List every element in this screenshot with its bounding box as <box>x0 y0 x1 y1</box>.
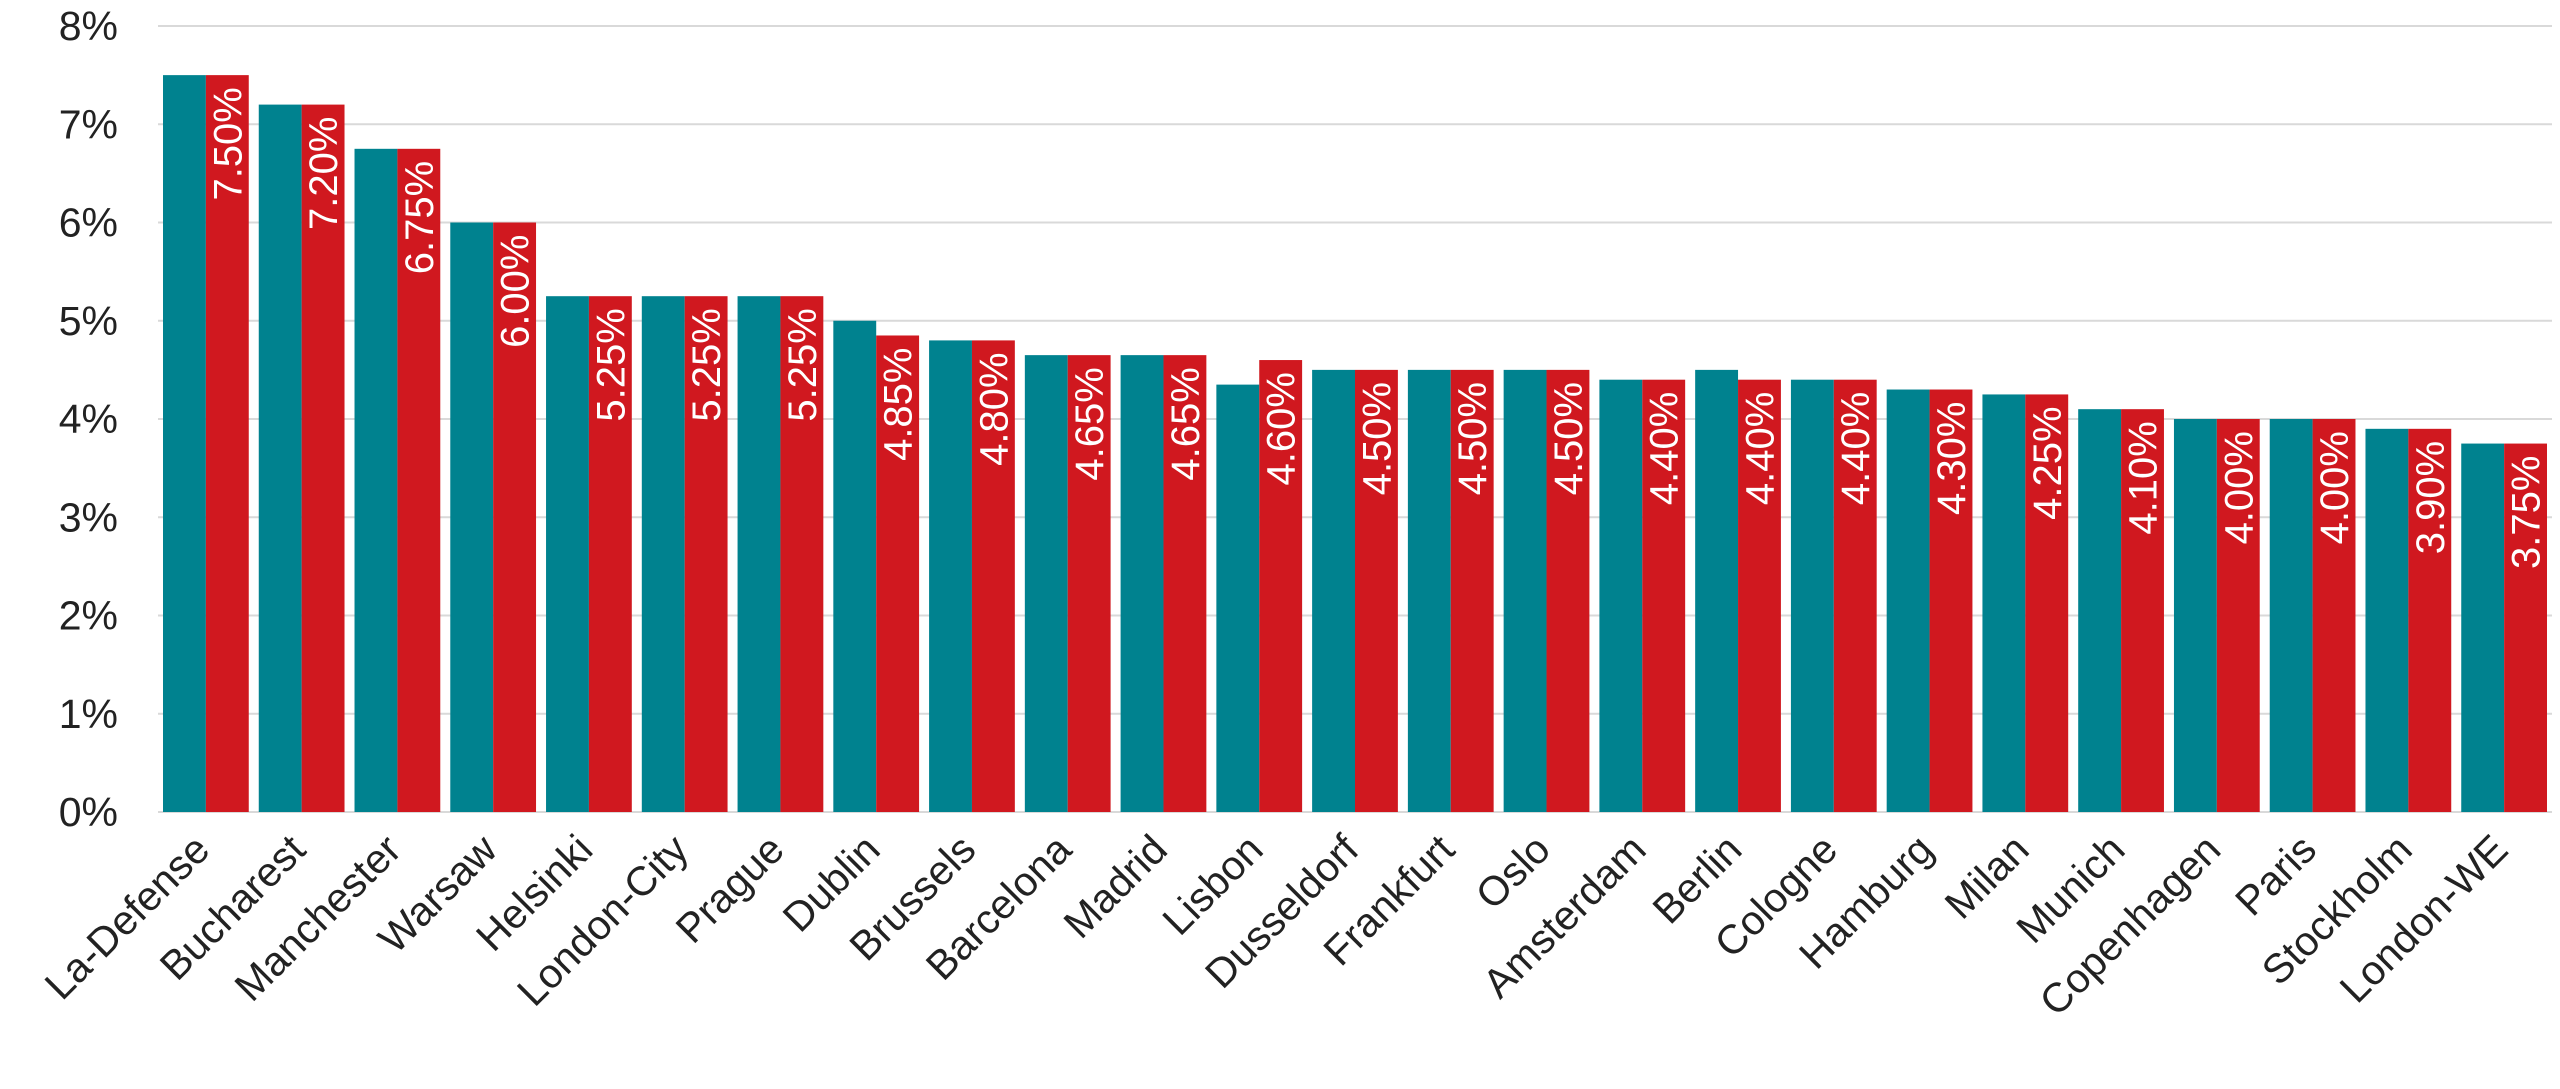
data-label: 4.30% <box>1930 402 1974 515</box>
bar-series-1 <box>2461 443 2505 812</box>
bar-series-2 <box>876 335 920 812</box>
bar-series-1 <box>1982 394 2026 812</box>
bar-series-2 <box>1355 369 1398 812</box>
bar-series-2 <box>1546 369 1590 812</box>
bar-series-2 <box>205 75 249 812</box>
data-label: 5.25% <box>685 308 729 421</box>
data-label: 4.00% <box>2313 431 2357 544</box>
bar-series-2 <box>397 148 441 812</box>
y-tick-label: 0% <box>59 789 118 835</box>
bar-series-2 <box>1642 379 1686 812</box>
data-label: 4.00% <box>2217 431 2261 544</box>
data-label: 7.20% <box>302 117 346 230</box>
data-label: 4.40% <box>1738 392 1782 505</box>
bar-series-1 <box>1695 369 1739 812</box>
data-label: 4.25% <box>2026 406 2070 519</box>
data-label: 4.65% <box>1068 367 1112 480</box>
x-category-label: Madrid <box>1055 826 1176 947</box>
data-label: 3.90% <box>2409 441 2453 554</box>
bars <box>163 75 2547 813</box>
x-category-label: Prague <box>667 826 793 952</box>
bar-series-2 <box>2121 409 2164 812</box>
y-tick-label: 2% <box>59 593 118 639</box>
bar-series-2 <box>780 296 824 812</box>
bar-series-2 <box>493 222 537 812</box>
y-tick-label: 1% <box>59 691 118 737</box>
bar-series-2 <box>684 296 728 812</box>
bar-series-2 <box>2025 394 2069 812</box>
bar-series-1 <box>929 340 972 812</box>
bar-series-2 <box>1163 355 1207 812</box>
bar-series-2 <box>1833 379 1877 812</box>
bar-series-2 <box>588 296 632 812</box>
bar-series-2 <box>971 340 1015 812</box>
bar-series-2 <box>2504 443 2547 812</box>
y-axis-ticks: 0% 1% 2% 3% 4% 5% 6% 7% 8% <box>59 3 118 835</box>
data-label: 4.85% <box>877 347 921 460</box>
bar-series-1 <box>1120 355 1164 812</box>
data-label: 6.75% <box>398 161 442 274</box>
bar-series-1 <box>1599 379 1643 812</box>
bar-series-1 <box>833 320 877 812</box>
bar-series-2 <box>301 104 345 813</box>
bar-series-1 <box>163 75 206 812</box>
data-label: 4.40% <box>1643 392 1687 505</box>
bar-series-1 <box>546 296 589 812</box>
bar-series-1 <box>258 104 302 813</box>
y-tick-label: 8% <box>59 3 118 49</box>
data-label: 4.40% <box>1834 392 1878 505</box>
y-tick-label: 7% <box>59 101 118 147</box>
bar-series-2 <box>1929 389 1973 812</box>
data-label: 4.10% <box>2122 421 2166 534</box>
bar-series-1 <box>1503 369 1547 812</box>
y-tick-label: 4% <box>59 396 118 442</box>
bar-series-1 <box>2269 419 2313 812</box>
bar-series-1 <box>1216 384 1260 812</box>
data-label: 6.00% <box>494 235 538 348</box>
data-label: 4.50% <box>1355 382 1399 495</box>
data-label: 5.25% <box>781 308 825 421</box>
data-label: 4.60% <box>1260 372 1304 485</box>
bar-series-1 <box>641 296 685 812</box>
bar-series-1 <box>2365 428 2409 812</box>
y-tick-label: 3% <box>59 494 118 540</box>
data-label: 5.25% <box>589 308 633 421</box>
bar-series-1 <box>2173 419 2217 812</box>
bar-series-1 <box>1886 389 1930 812</box>
data-label: 4.50% <box>1547 382 1591 495</box>
bar-series-2 <box>1067 355 1111 812</box>
bar-series-1 <box>737 296 781 812</box>
bar-series-2 <box>2216 419 2260 812</box>
data-label: 3.75% <box>2505 456 2549 569</box>
bar-series-1 <box>1407 369 1451 812</box>
x-axis-categories: La-DefenseBucharestManchesterWarsawHelsi… <box>36 825 2517 1024</box>
y-tick-label: 5% <box>59 298 118 344</box>
bar-series-2 <box>1450 369 1494 812</box>
bar-series-1 <box>1312 369 1355 812</box>
bar-series-2 <box>1738 379 1781 812</box>
data-label: 4.50% <box>1451 382 1495 495</box>
data-labels: 7.50% 7.20% 6.75% 6.00% 5.25% 5.25% 5.25% 4.85%… <box>206 87 2548 569</box>
bar-series-1 <box>1024 355 1068 812</box>
bar-series-1 <box>354 148 398 812</box>
bar-series-1 <box>2078 409 2122 812</box>
data-label: 4.65% <box>1164 367 1208 480</box>
bar-series-1 <box>450 222 494 812</box>
bar-series-2 <box>2408 428 2452 812</box>
data-label: 4.80% <box>972 352 1016 465</box>
bar-series-2 <box>2312 419 2356 812</box>
data-label: 7.50% <box>206 87 250 200</box>
y-tick-label: 6% <box>59 200 118 246</box>
bar-series-1 <box>1790 379 1834 812</box>
bar-series-2 <box>1259 360 1303 812</box>
